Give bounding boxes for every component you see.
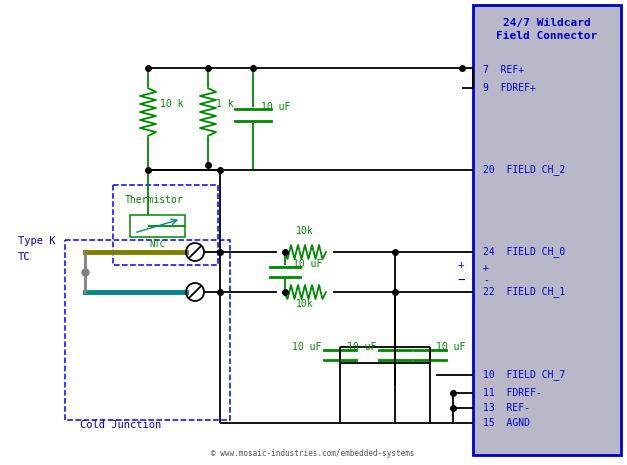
Text: Thermistor: Thermistor bbox=[125, 195, 184, 205]
Text: 10  FIELD CH_7: 10 FIELD CH_7 bbox=[483, 370, 566, 380]
Bar bbox=[473, 5, 621, 455]
Text: +: + bbox=[458, 260, 465, 270]
Text: −: − bbox=[457, 273, 465, 286]
Text: 10 uF: 10 uF bbox=[436, 342, 465, 352]
Text: 9  FDREF+: 9 FDREF+ bbox=[483, 83, 536, 93]
Text: 10 uF: 10 uF bbox=[347, 342, 376, 352]
Text: 24  FIELD CH_0: 24 FIELD CH_0 bbox=[483, 246, 566, 258]
Text: 7  REF+: 7 REF+ bbox=[483, 65, 524, 75]
Text: NTC: NTC bbox=[149, 240, 166, 249]
Text: 24/7 Wildcard
Field Connector: 24/7 Wildcard Field Connector bbox=[497, 18, 598, 41]
Text: 10 uF: 10 uF bbox=[293, 259, 322, 269]
Text: © www.mosaic-industries.com/embedded-systems: © www.mosaic-industries.com/embedded-sys… bbox=[211, 449, 414, 458]
Text: 10k: 10k bbox=[296, 226, 314, 236]
Bar bbox=[65, 240, 230, 420]
Text: 22  FIELD CH_1: 22 FIELD CH_1 bbox=[483, 286, 566, 298]
Bar bbox=[130, 215, 185, 237]
Bar bbox=[113, 185, 218, 265]
Text: 13  REF-: 13 REF- bbox=[483, 403, 530, 413]
Text: 10 k: 10 k bbox=[160, 99, 184, 109]
Text: 10k: 10k bbox=[296, 299, 314, 309]
Text: +: + bbox=[483, 263, 489, 273]
Text: -: - bbox=[483, 275, 489, 285]
Text: 20  FIELD CH_2: 20 FIELD CH_2 bbox=[483, 165, 566, 175]
Text: Cold Junction: Cold Junction bbox=[80, 420, 161, 430]
Text: 11  FDREF-: 11 FDREF- bbox=[483, 388, 542, 398]
Text: 10 uF: 10 uF bbox=[261, 102, 290, 112]
Text: 15  AGND: 15 AGND bbox=[483, 418, 530, 428]
Text: Type K: Type K bbox=[18, 236, 56, 246]
Text: 10 uF: 10 uF bbox=[292, 342, 322, 352]
Text: TC: TC bbox=[18, 252, 31, 262]
Text: 1 k: 1 k bbox=[216, 99, 234, 109]
